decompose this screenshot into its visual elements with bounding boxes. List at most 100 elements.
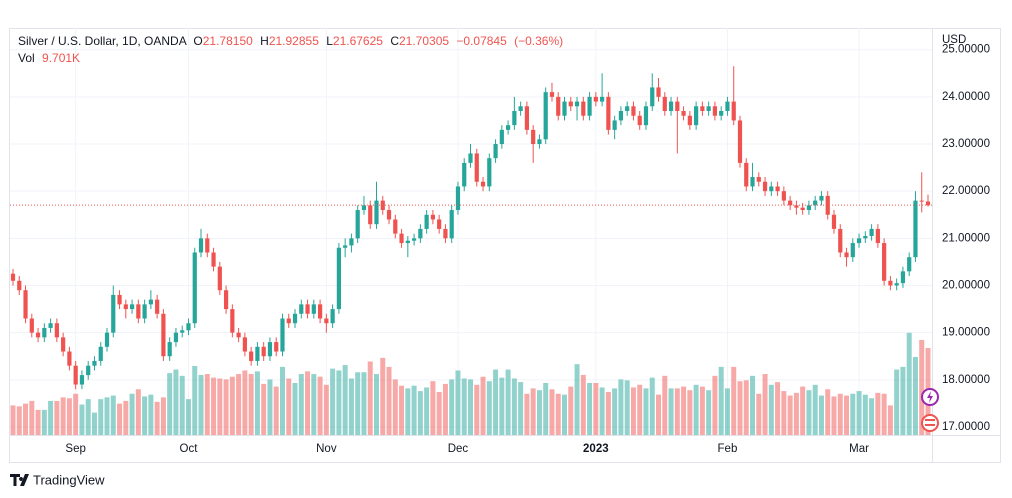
candle-body (831, 214, 837, 229)
volume-bar (223, 379, 229, 435)
candle-body (155, 299, 160, 314)
y-tick-label: 19.00000 (942, 327, 990, 339)
candle-body (35, 332, 41, 338)
volume-bar (248, 374, 254, 435)
y-tick-label: 24.00000 (942, 91, 990, 103)
volume-bar (869, 398, 875, 435)
candle-layer (10, 66, 932, 390)
low-value: 21.67625 (333, 34, 383, 48)
candle-body (173, 332, 179, 343)
candle-body (292, 313, 298, 324)
x-tick-label: Feb (718, 443, 738, 455)
volume-bar (568, 386, 574, 435)
candle-body (875, 228, 880, 244)
volume-bar (624, 380, 630, 435)
volume-bar (894, 369, 900, 435)
volume-bar (342, 365, 348, 435)
candle-body (900, 271, 906, 284)
volume-bar (605, 391, 611, 435)
candle-body (675, 101, 680, 112)
candle-body (719, 111, 724, 116)
candle-body (587, 96, 592, 116)
candle-body (549, 92, 555, 97)
flag-stripe (925, 424, 935, 426)
volume-bar (505, 369, 511, 435)
volume-bar (392, 379, 398, 435)
candle-body (762, 181, 768, 192)
candle-body (813, 200, 818, 206)
candle-body (574, 101, 580, 107)
volume-bar (787, 395, 793, 435)
candle-body (687, 115, 692, 126)
volume-bar (192, 365, 198, 435)
volume-bar (850, 393, 856, 435)
candle-body (324, 318, 329, 324)
candle-body (562, 101, 567, 116)
volume-bar (261, 383, 267, 435)
volume-bar (775, 382, 781, 435)
volume-bar (906, 332, 912, 435)
candle-body (136, 304, 141, 319)
candle-body (349, 238, 354, 246)
candle-body (694, 106, 699, 126)
candle-body (894, 283, 899, 286)
candle-body (518, 106, 523, 112)
volume-bar (79, 404, 85, 435)
y-tick-label: 25.00000 (942, 44, 990, 56)
y-tick-label: 17.00000 (942, 421, 990, 433)
candle-body (750, 177, 755, 187)
high-name: H (260, 34, 269, 48)
candle-body (612, 120, 617, 130)
candle-body (311, 304, 316, 314)
candle-body (180, 330, 185, 333)
candle-body (769, 186, 774, 192)
volume-bar (29, 400, 35, 435)
volume-bar (292, 383, 298, 435)
volume-bar (919, 339, 925, 435)
candle-body (111, 294, 116, 333)
volume-bar (912, 357, 918, 435)
volume-bar (142, 396, 148, 435)
candle-body (656, 87, 661, 97)
volume-bar (436, 391, 442, 435)
currency-label: USD (942, 34, 966, 46)
volume-bar (643, 388, 649, 435)
volume-bar (35, 409, 41, 435)
brand-name: TradingView (33, 472, 105, 487)
volume-bar (386, 366, 392, 435)
volume-bar (323, 384, 329, 435)
volume-bar (587, 383, 593, 435)
volume-bar (706, 390, 712, 435)
volume-bar (242, 370, 248, 435)
change: −0.07845 (456, 34, 507, 48)
candle-body (192, 252, 197, 324)
candle-body (236, 332, 241, 338)
volume-bar (267, 379, 273, 435)
event-icon-bolt (927, 391, 933, 403)
candle-body (148, 299, 153, 305)
volume-bar (405, 388, 411, 435)
volume-bar (693, 384, 699, 435)
volume-bar (580, 374, 586, 435)
candle-body (850, 243, 855, 258)
candle-body (487, 158, 492, 187)
volume-bar (449, 379, 455, 435)
volume-bar (399, 385, 405, 435)
volume-bar (574, 364, 580, 435)
candle-body (600, 96, 605, 102)
candle-body (744, 162, 749, 187)
volume-bar (668, 388, 674, 435)
volume-bar (474, 384, 480, 435)
candle-body (161, 313, 166, 357)
candle-body (29, 318, 34, 333)
volume-bar (348, 378, 354, 435)
candle-body (330, 309, 335, 324)
candle-body (700, 106, 705, 112)
candle-body (249, 351, 254, 361)
volume-bar (618, 379, 624, 435)
volume-bar (455, 370, 461, 435)
volume-bar (724, 388, 730, 435)
candle-body (23, 290, 28, 319)
y-tick-label: 20.00000 (942, 280, 990, 292)
candle-body (104, 332, 110, 347)
